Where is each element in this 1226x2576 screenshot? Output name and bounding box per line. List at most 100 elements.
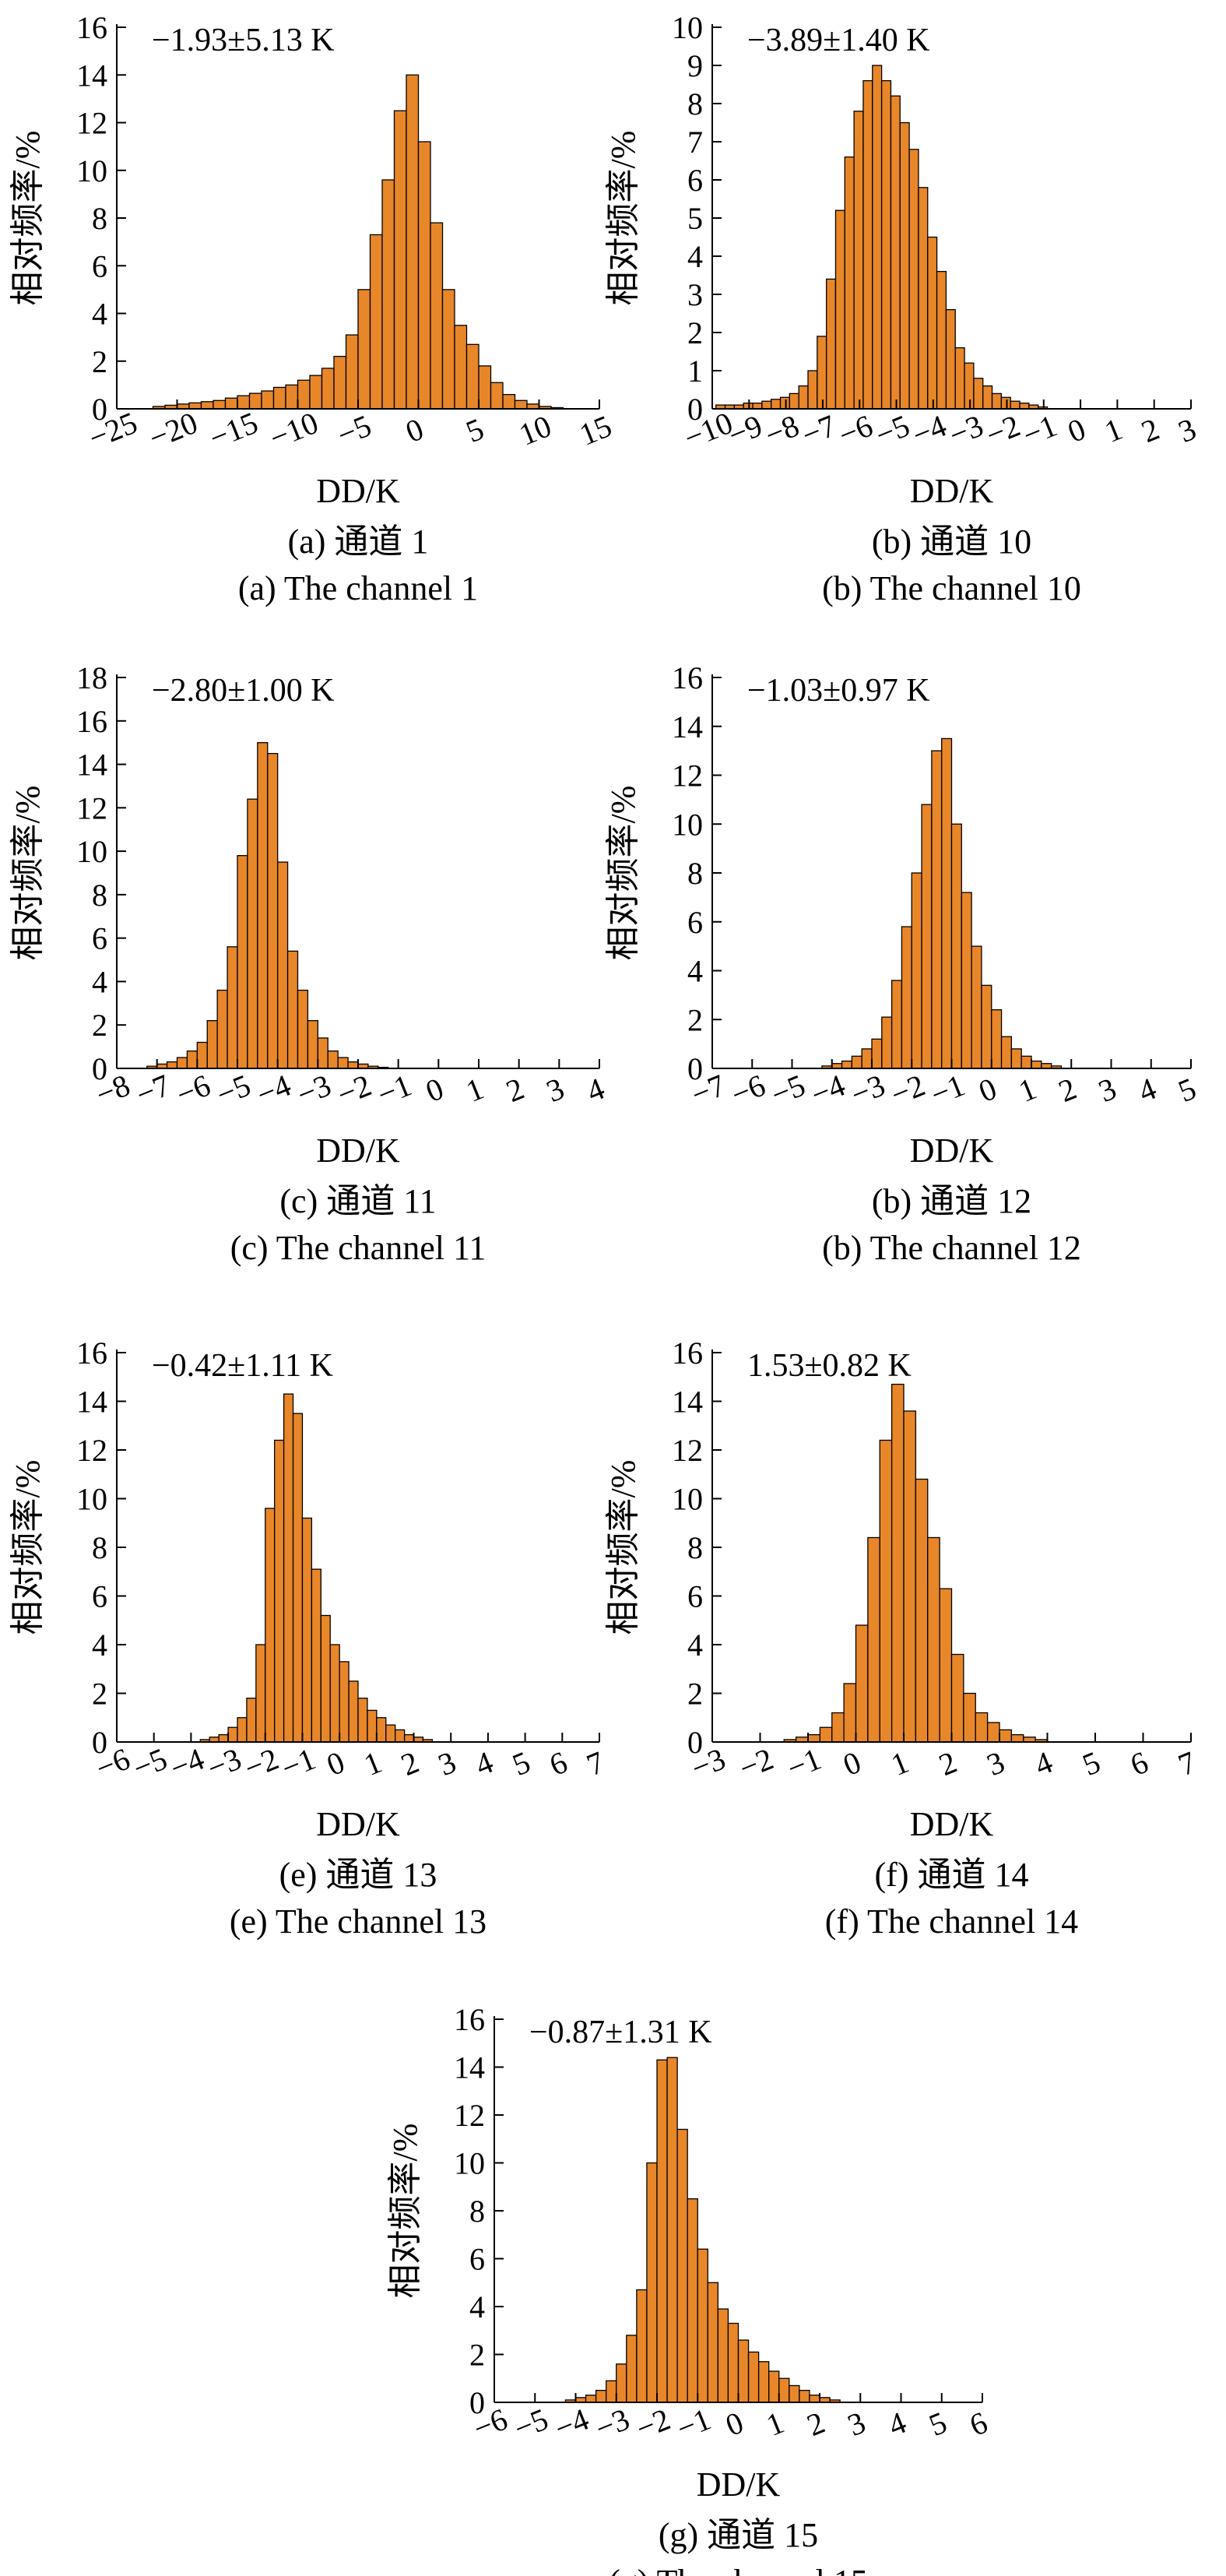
y-tick-label: 4 [687, 954, 703, 989]
y-tick-label: 0 [687, 1051, 703, 1086]
x-axis-label: DD/K [910, 1131, 994, 1170]
histogram-bar [707, 2282, 719, 2403]
y-tick-label: 2 [687, 1002, 703, 1037]
y-tick-label: 8 [92, 878, 107, 913]
y-tick-label: 16 [76, 1336, 107, 1371]
y-tick-label: 8 [687, 856, 703, 891]
x-tick-label: −1 [672, 2402, 715, 2447]
caption-cn: (g) 通道 15 [659, 2516, 818, 2554]
y-tick-label: 10 [76, 1482, 107, 1517]
y-tick-label: 14 [454, 2050, 485, 2085]
y-tick-label: 14 [76, 748, 107, 783]
caption-en: (b) The channel 12 [822, 1229, 1081, 1267]
histogram-bar [768, 2370, 780, 2403]
y-tick-label: 0 [92, 392, 107, 427]
y-tick-label: 10 [672, 10, 703, 45]
x-tick-label: 3 [842, 2405, 869, 2443]
y-tick-label: 10 [76, 153, 107, 188]
y-tick-label: 7 [687, 125, 703, 160]
y-tick-label: 4 [687, 1628, 703, 1663]
x-axis-label: DD/K [316, 1131, 400, 1170]
caption-en: (c) The channel 11 [230, 1229, 487, 1267]
y-tick-label: 8 [92, 1530, 107, 1565]
y-tick-label: 12 [672, 1433, 703, 1468]
y-tick-label: 4 [92, 297, 107, 332]
y-axis-label: 相对频率/% [604, 1460, 642, 1635]
caption-en: (f) The channel 14 [825, 1902, 1078, 1941]
x-tick-label: 4 [883, 2405, 911, 2443]
y-tick-label: 9 [687, 48, 703, 83]
x-tick-label: 2 [802, 2405, 829, 2443]
histogram-bar [585, 2395, 597, 2403]
caption-en: (e) The channel 13 [230, 1902, 487, 1941]
histogram-bar [595, 2389, 607, 2403]
histogram-bar [757, 2361, 770, 2403]
y-tick-label: 8 [687, 1530, 703, 1565]
y-tick-label: 8 [92, 201, 107, 236]
x-tick-label: −5 [509, 2402, 553, 2447]
histogram-bar [747, 2351, 760, 2403]
x-axis-label: DD/K [316, 1805, 400, 1843]
y-tick-label: 10 [672, 1482, 703, 1517]
y-axis-label: 相对频率/% [9, 131, 47, 306]
y-tick-label: 16 [454, 2002, 485, 2037]
y-tick-label: 14 [672, 709, 703, 744]
histogram-bar [717, 2308, 729, 2403]
y-axis-label: 相对频率/% [9, 786, 47, 961]
y-tick-label: 5 [687, 201, 703, 236]
y-tick-label: 14 [76, 1385, 107, 1420]
y-tick-label: 4 [469, 2289, 485, 2324]
caption-cn: (a) 通道 1 [288, 523, 429, 561]
y-tick-label: 4 [92, 964, 107, 999]
stats-annotation: −1.93±5.13 K [152, 23, 335, 58]
caption-en: (a) The channel 1 [238, 569, 478, 607]
x-tick-label: 0 [721, 2405, 748, 2443]
y-tick-label: 6 [687, 1579, 703, 1614]
y-tick-label: 0 [469, 2385, 485, 2420]
stats-annotation: −2.80±1.00 K [152, 673, 335, 709]
y-tick-label: 12 [76, 790, 107, 825]
y-tick-label: 6 [92, 248, 107, 283]
x-axis-label: DD/K [697, 2465, 781, 2504]
histogram-bar [809, 2395, 820, 2403]
y-axis-label: 相对频率/% [604, 131, 642, 306]
x-axis-label: DD/K [910, 472, 994, 510]
y-tick-label: 8 [687, 86, 703, 121]
y-tick-label: 8 [469, 2194, 485, 2229]
stats-annotation: −3.89±1.40 K [747, 23, 930, 58]
y-tick-label: 6 [687, 163, 703, 198]
y-tick-label: 2 [469, 2338, 485, 2373]
histogram-bar [697, 2248, 708, 2403]
histogram-bar [646, 2162, 658, 2403]
stats-annotation: 1.53±0.82 K [747, 1348, 912, 1384]
y-axis-label: 相对频率/% [386, 2124, 424, 2299]
y-tick-label: 10 [672, 807, 703, 842]
histogram-bar [789, 2384, 800, 2403]
stats-annotation: −0.87±1.31 K [529, 2015, 712, 2050]
y-tick-label: 16 [672, 660, 703, 695]
y-tick-label: 18 [76, 660, 107, 695]
x-axis-label: DD/K [316, 472, 400, 510]
y-tick-label: 4 [92, 1628, 107, 1663]
histogram-bar [676, 2128, 688, 2403]
y-tick-label: 3 [687, 277, 703, 312]
histogram-bar [616, 2363, 627, 2403]
caption-cn: (f) 通道 14 [875, 1856, 1029, 1894]
y-tick-label: 6 [469, 2242, 485, 2277]
caption-en: (b) The channel 10 [822, 569, 1081, 607]
histogram-bar [606, 2380, 617, 2403]
y-tick-label: 0 [92, 1051, 107, 1086]
caption-cn: (b) 通道 10 [872, 523, 1031, 561]
x-axis-label: DD/K [910, 1805, 994, 1843]
y-tick-label: 2 [92, 1008, 107, 1043]
histogram-bar [778, 2377, 790, 2403]
y-tick-label: 16 [76, 10, 107, 45]
stats-annotation: −0.42±1.11 K [152, 1348, 333, 1384]
y-tick-label: 12 [454, 2098, 485, 2133]
x-tick-label: 6 [964, 2405, 992, 2443]
